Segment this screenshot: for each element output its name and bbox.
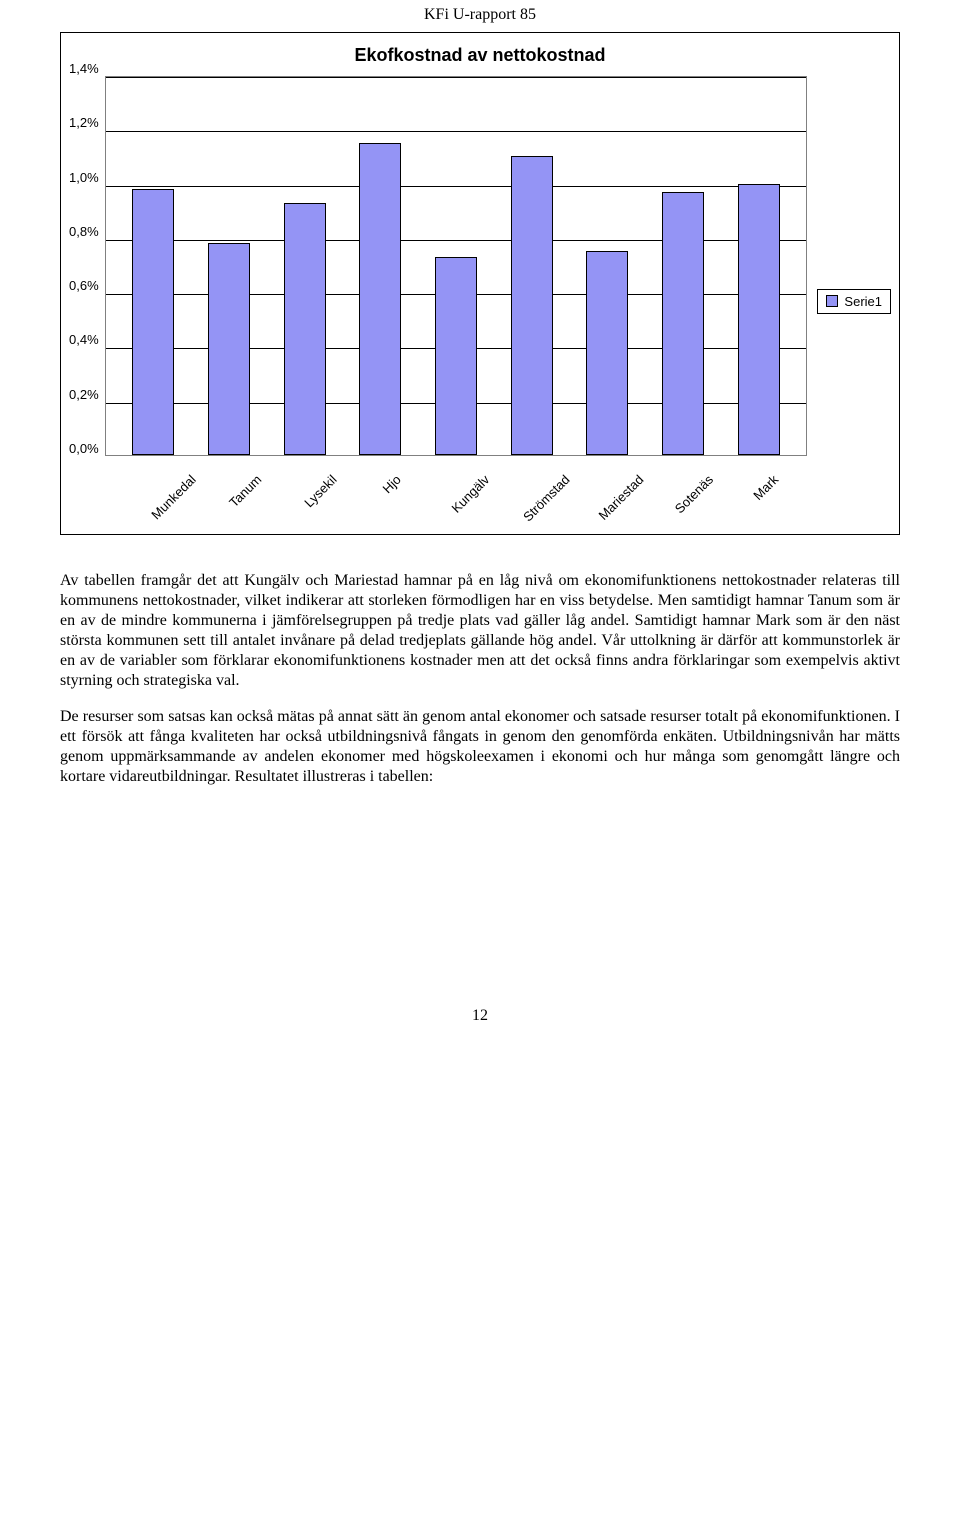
x-tick-label: Sotenäs bbox=[665, 462, 707, 526]
chart-legend: Serie1 bbox=[817, 289, 891, 314]
paragraph-2: De resurser som satsas kan också mätas p… bbox=[60, 707, 900, 787]
chart-bar bbox=[359, 143, 401, 455]
chart-bar bbox=[511, 156, 553, 455]
chart-main: 1,4%1,2%1,0%0,8%0,6%0,4%0,2%0,0% Munkeda… bbox=[69, 76, 807, 526]
page-number: 12 bbox=[60, 1007, 900, 1025]
chart-y-axis: 1,4%1,2%1,0%0,8%0,6%0,4%0,2%0,0% bbox=[69, 76, 105, 456]
legend-swatch-icon bbox=[826, 295, 838, 307]
body-text: Av tabellen framgår det att Kungälv och … bbox=[60, 571, 900, 787]
chart-bar bbox=[738, 184, 780, 455]
x-tick-label: Lysekil bbox=[292, 462, 334, 526]
page-header: KFi U-rapport 85 bbox=[60, 0, 900, 32]
chart-plot-area bbox=[105, 76, 808, 456]
chart-bar bbox=[586, 251, 628, 455]
x-tick-label: Kungälv bbox=[441, 462, 483, 526]
chart-bar bbox=[132, 189, 174, 455]
x-tick-label: Mark bbox=[739, 462, 781, 526]
chart-bar bbox=[435, 257, 477, 455]
chart-container: Ekofkostnad av nettokostnad 1,4%1,2%1,0%… bbox=[60, 32, 900, 535]
chart-title: Ekofkostnad av nettokostnad bbox=[69, 45, 891, 66]
x-tick-label: Strömstad bbox=[516, 462, 558, 526]
x-tick-label: Mariestad bbox=[590, 462, 632, 526]
x-tick-label: Munkedal bbox=[143, 462, 185, 526]
chart-x-axis: Munkedal Tanum Lysekil Hjo Kungälv Strömstad M… bbox=[117, 456, 807, 526]
chart-bar bbox=[284, 203, 326, 455]
paragraph-1: Av tabellen framgår det att Kungälv och … bbox=[60, 571, 900, 691]
x-tick-label: Tanum bbox=[218, 462, 260, 526]
chart-bars bbox=[106, 77, 807, 455]
legend-label: Serie1 bbox=[844, 294, 882, 309]
chart-bar bbox=[208, 243, 250, 455]
x-tick-label: Hjo bbox=[367, 462, 409, 526]
chart-bar bbox=[662, 192, 704, 455]
